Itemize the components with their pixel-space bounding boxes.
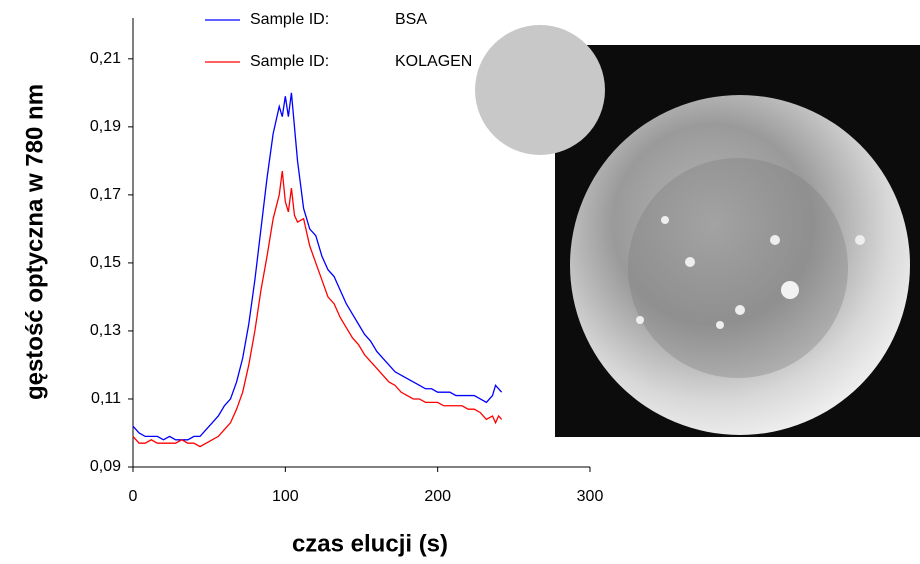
legend-label: BSA [395,11,427,28]
legend-prefix: Sample ID: [250,53,329,70]
legend-prefix: Sample ID: [250,11,329,28]
legend-label: KOLAGEN [395,53,472,70]
x-tick-label: 100 [272,488,299,505]
y-axis-title: gęstość optyczna w 780 nm [21,84,48,400]
line-series [132,170,503,448]
y-tick-label: 0,09 [90,458,121,475]
x-tick-label: 0 [129,488,138,505]
y-tick-label: 0,21 [90,50,121,67]
x-tick-label: 300 [577,488,604,505]
y-tick-label: 0,11 [91,390,121,407]
line-series [132,92,503,441]
x-axis-title: czas elucji (s) [292,530,448,557]
x-tick-label: 200 [424,488,451,505]
photo-inset [475,25,920,437]
y-tick-label: 0,15 [90,254,121,271]
y-tick-label: 0,19 [90,118,121,135]
y-tick-label: 0,17 [90,186,121,203]
y-tick-label: 0,13 [90,322,121,339]
